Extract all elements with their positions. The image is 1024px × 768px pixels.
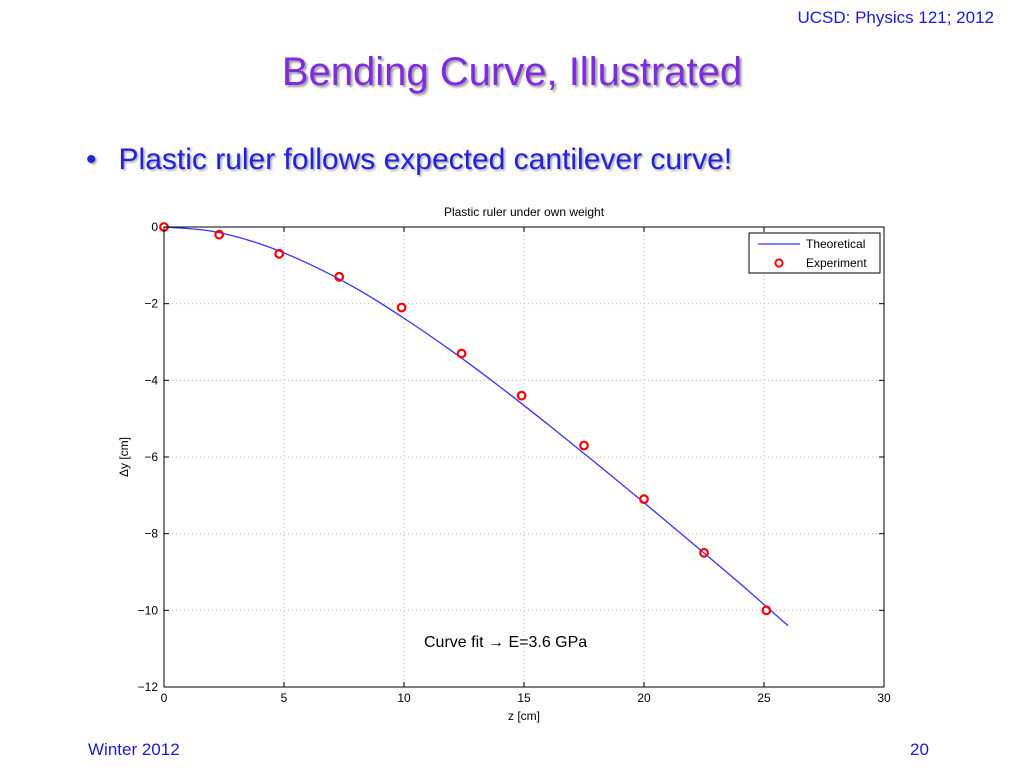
page-number: 20 [910,740,929,759]
experiment-point [516,390,527,401]
theoretical-curve [163,226,789,627]
chart-title: Plastic ruler under own weight [444,205,605,219]
y-tick-label: −12 [138,680,159,694]
chart-annotation: Curve fit → E=3.6 GPa [424,634,587,651]
course-label: UCSD: Physics 121; 2012 [797,8,994,27]
x-tick-label: 30 [877,691,891,705]
y-tick-label: −8 [144,527,158,541]
y-tick-label: −10 [138,603,159,617]
x-tick-label: 5 [281,691,288,705]
experiment-point [396,302,407,313]
bullet-dot: • [86,143,97,176]
experiment-point [579,440,589,451]
legend-experiment-swatch [774,258,784,268]
experiment-point [214,229,225,240]
x-tick-label: 20 [637,691,651,705]
chart-container: 0 5 10 15 20 25 30 0 −2 −4 −6 −8 −10 −12 Plastic rule… [78,196,948,728]
footer-term: Winter 2012 [88,740,180,759]
legend-theoretical-label: Theoretical [806,237,865,251]
x-tick-label: 15 [517,691,531,705]
legend: Theoretical Experiment [748,232,881,274]
y-tick-label: −4 [144,373,158,387]
y-tick-label: −2 [144,297,158,311]
experiment-point [761,605,772,616]
ticks: 0 5 10 15 20 25 30 0 −2 −4 −6 −8 −10 −12 [138,220,891,705]
x-tick-label: 0 [161,691,168,705]
experiment-point [274,248,285,259]
chart: 0 5 10 15 20 25 30 0 −2 −4 −6 −8 −10 −12 Plastic rule… [78,196,948,728]
x-tick-label: 25 [757,691,771,705]
bullet-item: • Plastic ruler follows expected cantilev… [86,143,732,177]
y-tick-label: −6 [144,450,158,464]
y-tick-label: 0 [151,220,158,234]
x-axis-label: z [cm] [508,709,540,723]
experiment-point [456,348,467,359]
bullet-text: Plastic ruler follows expected cantileve… [118,143,733,176]
experiment-point [699,547,709,558]
legend-box [748,232,881,274]
experiment-point [334,271,345,282]
legend-experiment-label: Experiment [806,256,867,270]
x-tick-label: 10 [397,691,411,705]
y-axis-label: Δy [cm] [117,437,131,477]
experiment-point [639,494,649,505]
slide-title: Bending Curve, Illustrated [281,50,743,94]
